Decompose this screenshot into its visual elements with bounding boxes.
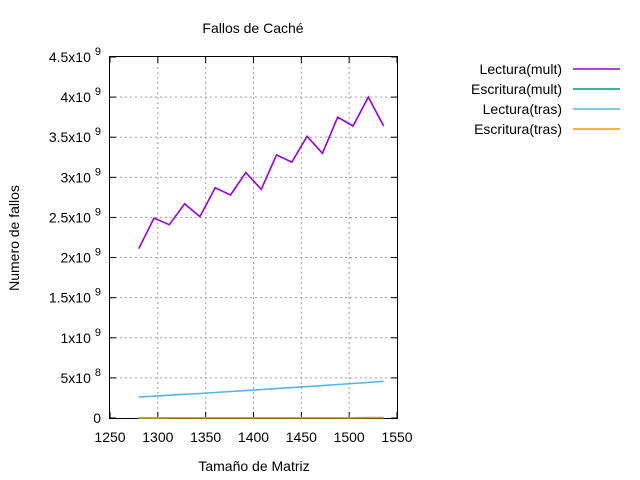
x-tick-label: 1300 bbox=[142, 429, 173, 445]
y-tick-mantissa: 1.5x10 bbox=[49, 290, 91, 306]
legend-label: Lectura(mult) bbox=[480, 61, 562, 77]
y-tick-exponent: 9 bbox=[95, 86, 101, 98]
legend-label: Escritura(tras) bbox=[474, 121, 562, 137]
y-tick-exponent: 9 bbox=[95, 206, 101, 218]
series-lines bbox=[137, 95, 385, 419]
series-line-2 bbox=[138, 380, 384, 398]
y-tick-label: 2x10 9 bbox=[61, 247, 101, 266]
y-tick-exponent: 9 bbox=[95, 247, 101, 259]
grid bbox=[110, 57, 397, 418]
y-tick-label: 3.5x10 9 bbox=[49, 126, 101, 145]
y-tick-mantissa: 3.5x10 bbox=[49, 129, 91, 145]
y-tick-label: 2.5x10 9 bbox=[49, 206, 101, 225]
y-tick-label: 0 bbox=[93, 410, 101, 426]
y-axis-label: Numero de fallos bbox=[6, 185, 22, 291]
x-tick-label: 1450 bbox=[286, 429, 317, 445]
x-tick-label: 1500 bbox=[334, 429, 365, 445]
y-tick-mantissa: 1x10 bbox=[61, 330, 92, 346]
y-tick-mantissa: 4.5x10 bbox=[49, 49, 91, 65]
y-tick-exponent: 9 bbox=[95, 327, 101, 339]
chart-title: Fallos de Caché bbox=[202, 20, 303, 36]
y-tick-mantissa: 2x10 bbox=[61, 250, 92, 266]
y-tick-exponent: 8 bbox=[95, 367, 101, 379]
series-line-0 bbox=[137, 95, 385, 250]
y-tick-exponent: 9 bbox=[95, 287, 101, 299]
y-tick-label: 5x10 8 bbox=[61, 367, 101, 386]
y-tick-label: 1x10 9 bbox=[61, 327, 101, 346]
y-tick-label: 3x10 9 bbox=[61, 166, 101, 185]
x-axis-label: Tamaño de Matriz bbox=[198, 458, 309, 474]
y-tick-exponent: 9 bbox=[95, 46, 101, 58]
y-tick-mantissa: 4x10 bbox=[61, 89, 92, 105]
y-tick-mantissa: 5x10 bbox=[61, 370, 92, 386]
y-tick-exponent: 9 bbox=[95, 126, 101, 138]
legend-label: Escritura(mult) bbox=[471, 81, 562, 97]
y-tick-exponent: 9 bbox=[95, 166, 101, 178]
y-tick-mantissa: 2.5x10 bbox=[49, 209, 91, 225]
y-tick-mantissa: 0 bbox=[93, 410, 101, 426]
y-tick-label: 1.5x10 9 bbox=[49, 287, 101, 306]
x-tick-label: 1550 bbox=[381, 429, 412, 445]
y-tick-label: 4.5x10 9 bbox=[49, 46, 101, 65]
x-tick-label: 1400 bbox=[238, 429, 269, 445]
legend-label: Lectura(tras) bbox=[483, 101, 562, 117]
y-tick-mantissa: 3x10 bbox=[61, 169, 92, 185]
x-tick-label: 1350 bbox=[190, 429, 221, 445]
x-tick-label: 1250 bbox=[94, 429, 125, 445]
y-tick-label: 4x10 9 bbox=[61, 86, 101, 105]
legend: Lectura(mult) Escritura(mult) Lectura(tras… bbox=[471, 61, 620, 137]
